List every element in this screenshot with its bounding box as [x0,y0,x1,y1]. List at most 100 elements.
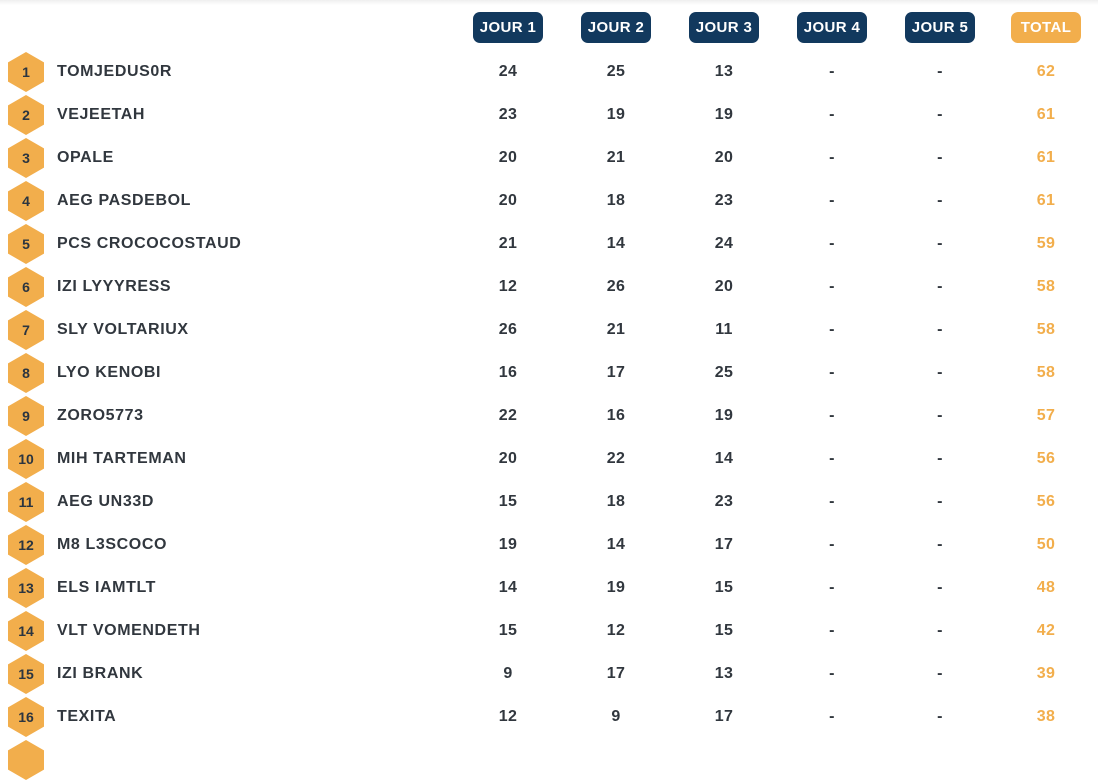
score-jour-5: - [937,364,943,381]
score-jour-4: - [829,450,835,467]
score-total: 56 [1036,493,1056,510]
leaderboard-row: 10 MIH TARTEMAN 20 22 14 - - 56 [0,438,1098,481]
score-jour-4: - [829,665,835,682]
column-header-cell: JOUR 2 [562,12,670,44]
leaderboard-row: 7 SLY VOLTARIUX 26 21 11 - - 58 [0,309,1098,352]
rank-number: 4 [22,193,30,209]
leaderboard-row: 8 LYO KENOBI 16 17 25 - - 58 [0,352,1098,395]
leaderboard-header: JOUR 1 JOUR 2 JOUR 3 JOUR 4 JOUR 5 TOTAL [0,5,1098,51]
score-jour-2: 19 [606,106,626,123]
score-total: 58 [1036,278,1056,295]
column-header-jour-1: JOUR 1 [473,12,543,44]
leaderboard-row: 9 ZORO5773 22 16 19 - - 57 [0,395,1098,438]
score-jour-2: 26 [606,278,626,295]
score-jour-2: 14 [606,235,626,252]
rank-cell: 5 [0,224,48,264]
score-jour-1: 14 [498,579,518,596]
score-jour-2: 17 [606,364,626,381]
player-name: M8 L3SCOCO [57,536,168,553]
leaderboard-row: 13 ELS IAMTLT 14 19 15 - - 48 [0,567,1098,610]
score-jour-1: 23 [498,106,518,123]
score-jour-4: - [829,321,835,338]
score-jour-5: - [937,579,943,596]
score-total: 48 [1036,579,1056,596]
score-jour-1: 20 [498,450,518,467]
rank-badge: 6 [8,267,44,307]
score-total: 61 [1036,192,1056,209]
score-total: 39 [1036,665,1056,682]
leaderboard-row: 15 IZI BRANK 9 17 13 - - 39 [0,653,1098,696]
score-jour-5: - [937,149,943,166]
rank-badge: 2 [8,95,44,135]
score-total: 59 [1036,235,1056,252]
leaderboard-row: 11 AEG UN33D 15 18 23 - - 56 [0,481,1098,524]
rank-cell: 11 [0,482,48,522]
leaderboard-row: 2 VEJEETAH 23 19 19 - - 61 [0,94,1098,137]
rank-cell: 10 [0,439,48,479]
score-total: 61 [1036,106,1056,123]
score-total: 38 [1036,708,1056,725]
rank-number: 15 [18,666,34,682]
player-name: LYO KENOBI [57,364,162,381]
score-jour-3: 19 [714,407,734,424]
score-jour-3: 24 [714,235,734,252]
score-jour-4: - [829,493,835,510]
rank-number: 7 [22,322,30,338]
leaderboard-row: 3 OPALE 20 21 20 - - 61 [0,137,1098,180]
column-header-cell: JOUR 3 [670,12,778,44]
score-jour-4: - [829,235,835,252]
score-jour-3: 20 [714,149,734,166]
score-jour-1: 22 [498,407,518,424]
score-jour-5: - [937,622,943,639]
score-jour-3: 11 [715,321,733,338]
player-name: SLY VOLTARIUX [57,321,189,338]
score-jour-3: 13 [714,665,734,682]
rank-cell: 4 [0,181,48,221]
score-jour-5: - [937,450,943,467]
top-edge-fade [0,0,1098,5]
rank-cell: 9 [0,396,48,436]
rank-cell [0,740,48,780]
score-jour-4: - [829,622,835,639]
rank-number: 16 [18,709,34,725]
rank-badge: 3 [8,138,44,178]
rank-badge: 12 [8,525,44,565]
rank-badge: 7 [8,310,44,350]
column-header-jour-2: JOUR 2 [581,12,651,44]
score-jour-3: 25 [714,364,734,381]
score-total: 58 [1036,321,1056,338]
score-jour-2: 18 [606,493,626,510]
rank-number: 9 [22,408,30,424]
score-jour-4: - [829,708,835,725]
rank-badge: 8 [8,353,44,393]
rank-badge: 9 [8,396,44,436]
score-jour-1: 26 [498,321,518,338]
score-total: 57 [1036,407,1056,424]
rank-number: 13 [18,580,34,596]
score-total: 50 [1036,536,1056,553]
rank-badge: 16 [8,697,44,737]
score-jour-3: 23 [714,493,734,510]
player-name: ZORO5773 [57,407,144,424]
rank-badge: 5 [8,224,44,264]
column-header-jour-5: JOUR 5 [905,12,975,44]
column-header-cell: JOUR 1 [454,12,562,44]
score-jour-1: 19 [498,536,518,553]
player-name: MIH TARTEMAN [57,450,187,467]
player-name: PCS CROCOCOSTAUD [57,235,242,252]
score-total: 42 [1036,622,1056,639]
score-jour-5: - [937,665,943,682]
leaderboard-row: 5 PCS CROCOCOSTAUD 21 14 24 - - 59 [0,223,1098,266]
score-jour-1: 20 [498,149,518,166]
score-jour-2: 12 [606,622,626,639]
leaderboard-row: 14 VLT VOMENDETH 15 12 15 - - 42 [0,610,1098,653]
rank-number: 10 [18,451,34,467]
rank-number: 8 [22,365,30,381]
rank-cell: 16 [0,697,48,737]
score-jour-1: 12 [498,278,518,295]
score-jour-3: 15 [714,622,734,639]
column-header-cell: JOUR 4 [778,12,886,44]
score-jour-4: - [829,278,835,295]
leaderboard-row: 1 TOMJEDUS0R 24 25 13 - - 62 [0,51,1098,94]
score-jour-5: - [937,106,943,123]
